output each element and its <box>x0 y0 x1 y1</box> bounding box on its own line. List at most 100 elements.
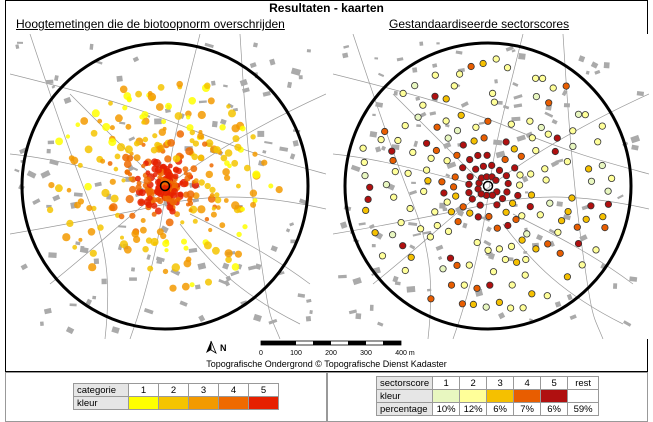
building <box>292 140 299 147</box>
sector-marker <box>504 221 512 230</box>
measurement-point <box>102 123 111 131</box>
sector-marker <box>503 188 511 196</box>
measurement-point <box>213 146 221 154</box>
legend-category: 3 <box>188 383 219 397</box>
measurement-point <box>113 166 119 172</box>
sector-marker <box>574 110 583 118</box>
measurement-point <box>162 239 170 248</box>
legend-swatch <box>218 396 249 410</box>
sector-marker <box>401 266 409 275</box>
building <box>516 134 526 142</box>
measurement-point <box>176 80 183 88</box>
right-map-title: Gestandaardiseerde sectorscores <box>389 17 570 31</box>
measurement-point <box>209 186 216 193</box>
building <box>374 57 379 60</box>
building <box>239 78 248 87</box>
building <box>394 281 401 286</box>
building <box>252 42 258 48</box>
building <box>253 313 262 322</box>
building <box>79 246 89 254</box>
measurement-point <box>202 141 208 147</box>
building <box>15 44 20 50</box>
legend-percentage: 6% <box>540 402 569 416</box>
building <box>69 303 77 307</box>
measurement-point <box>223 198 229 203</box>
sector-marker <box>459 203 467 211</box>
building <box>511 116 521 122</box>
measurement-point <box>219 124 226 131</box>
building <box>413 140 419 148</box>
building <box>535 234 543 241</box>
measurement-point <box>70 156 79 165</box>
measurement-point <box>172 173 179 180</box>
building <box>92 295 97 300</box>
building <box>518 53 526 60</box>
measurement-point <box>224 149 233 157</box>
map-credit: Topografische Ondergrond © Topografische… <box>206 359 447 369</box>
legend-color-label: kleur <box>73 396 129 410</box>
building <box>442 141 452 149</box>
building <box>116 75 123 82</box>
sector-marker <box>371 229 379 237</box>
building <box>416 124 422 128</box>
building <box>556 201 563 207</box>
measurement-point <box>183 245 189 251</box>
building <box>224 279 231 287</box>
sector-marker <box>474 151 482 160</box>
road <box>189 213 311 285</box>
measurement-point <box>116 143 126 152</box>
measurement-point <box>210 211 217 218</box>
building <box>43 307 52 315</box>
sector-marker <box>585 165 593 173</box>
measurement-point <box>208 227 213 233</box>
measurement-point <box>197 110 206 120</box>
sector-marker <box>456 70 464 78</box>
measurement-point <box>171 263 180 272</box>
building <box>45 79 54 85</box>
measurement-point <box>150 237 159 247</box>
building <box>350 164 361 172</box>
legend-category: 1 <box>128 383 159 397</box>
measurement-point <box>77 162 83 168</box>
sector-marker <box>443 157 451 165</box>
measurement-point <box>140 218 146 223</box>
building <box>548 228 557 235</box>
building <box>429 111 437 116</box>
sector-marker <box>438 178 446 186</box>
measurement-point <box>197 205 206 214</box>
building <box>223 84 228 88</box>
building <box>483 239 492 247</box>
sector-marker <box>526 117 534 125</box>
building <box>432 63 438 68</box>
sector-marker <box>458 300 466 308</box>
north-label: N <box>220 343 227 353</box>
building <box>262 91 271 97</box>
building <box>512 82 519 87</box>
legend-category: 4 <box>513 376 542 390</box>
right-legend: sectorscore 1 2 3 4 5 rest kleur percent… <box>375 376 600 416</box>
building <box>485 226 492 233</box>
measurement-point <box>62 233 71 242</box>
road <box>352 34 432 339</box>
building <box>338 274 347 279</box>
legend-swatch <box>188 396 219 410</box>
measurement-point <box>205 170 213 179</box>
scale-label-0: 0 <box>259 350 263 357</box>
sector-marker <box>488 191 496 199</box>
building <box>194 284 201 290</box>
measurement-point <box>125 123 132 130</box>
sector-marker <box>440 189 448 197</box>
legend-swatch <box>486 389 515 403</box>
sector-marker <box>411 81 419 90</box>
sector-marker <box>512 215 520 224</box>
sector-marker <box>479 162 487 170</box>
measurement-point <box>129 185 137 194</box>
sector-marker <box>431 71 439 79</box>
building <box>128 136 136 142</box>
sector-marker <box>467 62 475 71</box>
building <box>378 72 385 78</box>
legend-swatch <box>128 396 159 410</box>
building <box>566 293 573 301</box>
sector-marker <box>587 202 595 210</box>
sector-marker <box>517 152 525 160</box>
